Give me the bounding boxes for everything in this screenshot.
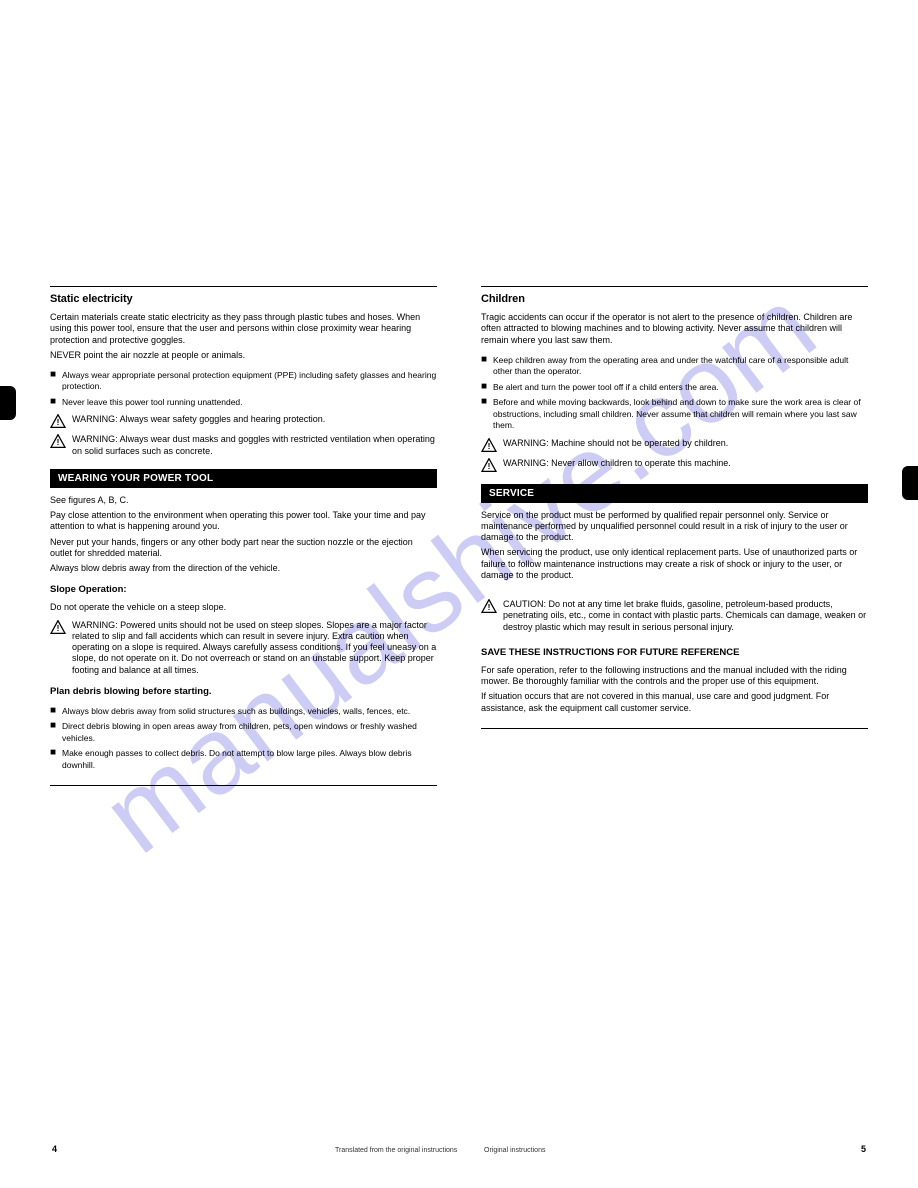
right-top-rule [481, 286, 868, 287]
left-warning-3-text: WARNING: Powered units should not be use… [72, 620, 437, 676]
right-save-body: For safe operation, refer to the followi… [481, 665, 868, 714]
right-service-p1: Service on the product must be performed… [481, 510, 868, 544]
left-origin-note: Translated from the original instruction… [335, 1147, 457, 1154]
left-sub1-body: Do not operate the vehicle on a steep sl… [50, 602, 437, 613]
left-after-bar-2: Pay close attention to the environment w… [50, 510, 437, 533]
two-page-spread: Static electricity Certain materials cre… [0, 0, 918, 832]
right-bottom-rule [481, 728, 868, 729]
left-warning-1-text: WARNING: Always wear safety goggles and … [72, 414, 325, 425]
left-after-bar: See figures A, B, C. Pay close attention… [50, 495, 437, 575]
right-page-number: 5 [861, 1144, 866, 1154]
caution-icon: ! [481, 599, 497, 613]
svg-text:!: ! [57, 438, 60, 447]
left-warning-3: ! WARNING: Powered units should not be u… [50, 620, 437, 676]
right-b2-text: Be alert and turn the power tool off if … [493, 382, 719, 393]
right-caution: ! CAUTION: Do not at any time let brake … [481, 599, 868, 633]
right-save-p1: For safe operation, refer to the followi… [481, 665, 868, 688]
right-warning-1: ! WARNING: Machine should not be operate… [481, 438, 868, 452]
warning-icon: ! [50, 620, 66, 634]
left-after-bar-3: Never put your hands, fingers or any oth… [50, 537, 437, 560]
left-page: Static electricity Certain materials cre… [40, 54, 437, 792]
svg-text:!: ! [488, 461, 491, 470]
left-sub2-b1-text: Always blow debris away from solid struc… [62, 706, 410, 717]
left-warning-1: ! WARNING: Always wear safety goggles an… [50, 414, 437, 428]
right-origin-note: Original instructions [484, 1147, 545, 1154]
left-after-bar-1: See figures A, B, C. [50, 495, 437, 506]
right-heading: Children [481, 293, 868, 305]
left-sub2-bullet-2: ■Direct debris blowing in open areas awa… [50, 721, 437, 744]
left-sub2-bullets: ■Always blow debris away from solid stru… [50, 706, 437, 771]
right-para-1: Tragic accidents can occur if the operat… [481, 312, 868, 346]
left-sub2-b3-text: Make enough passes to collect debris. Do… [62, 748, 437, 771]
left-page-number: 4 [52, 1144, 57, 1154]
right-b1-text: Keep children away from the operating ar… [493, 355, 868, 378]
left-sub2-b2-text: Direct debris blowing in open areas away… [62, 721, 437, 744]
left-sub1-text: Do not operate the vehicle on a steep sl… [50, 602, 437, 613]
left-para-1: Certain materials create static electric… [50, 312, 437, 346]
left-subhead-1: Slope Operation: [50, 584, 437, 595]
right-warning-2-text: WARNING: Never allow children to operate… [503, 458, 731, 469]
right-bullet-3: ■Before and while moving backwards, look… [481, 397, 868, 431]
left-sub2-bullet-3: ■Make enough passes to collect debris. D… [50, 748, 437, 771]
left-intro-body: Certain materials create static electric… [50, 312, 437, 361]
left-bullet-1: ■Always wear appropriate personal protec… [50, 370, 437, 393]
left-bullets: ■Always wear appropriate personal protec… [50, 370, 437, 408]
left-bottom-rule [50, 785, 437, 786]
left-heading: Static electricity [50, 293, 437, 305]
right-page-tab [902, 466, 918, 500]
right-service-body: Service on the product must be performed… [481, 510, 868, 582]
warning-icon: ! [481, 438, 497, 452]
right-warning-1-text: WARNING: Machine should not be operated … [503, 438, 728, 449]
left-para-2: NEVER point the air nozzle at people or … [50, 350, 437, 361]
svg-text:!: ! [57, 418, 60, 427]
right-intro-body: Tragic accidents can occur if the operat… [481, 312, 868, 346]
right-save-p2: If situation occurs that are not covered… [481, 691, 868, 714]
left-bullet-2: ■Never leave this power tool running una… [50, 397, 437, 408]
warning-icon: ! [50, 414, 66, 428]
svg-text:!: ! [488, 441, 491, 450]
right-save-heading: SAVE THESE INSTRUCTIONS FOR FUTURE REFER… [481, 647, 868, 658]
left-warning-2-text: WARNING: Always wear dust masks and gogg… [72, 434, 437, 457]
svg-text:!: ! [488, 603, 491, 612]
left-bullet-1-text: Always wear appropriate personal protect… [62, 370, 437, 393]
right-b3-text: Before and while moving backwards, look … [493, 397, 868, 431]
left-section-bar: WEARING YOUR POWER TOOL [50, 469, 437, 488]
right-page: Children Tragic accidents can occur if t… [481, 54, 878, 792]
left-top-rule [50, 286, 437, 287]
right-bullets: ■Keep children away from the operating a… [481, 355, 868, 432]
right-warning-2: ! WARNING: Never allow children to opera… [481, 458, 868, 472]
left-bullet-2-text: Never leave this power tool running unat… [62, 397, 243, 408]
left-warning-2: ! WARNING: Always wear dust masks and go… [50, 434, 437, 457]
svg-text:!: ! [57, 623, 60, 632]
left-after-bar-4: Always blow debris away from the directi… [50, 563, 437, 574]
right-bullet-1: ■Keep children away from the operating a… [481, 355, 868, 378]
left-sub2-bullet-1: ■Always blow debris away from solid stru… [50, 706, 437, 717]
warning-icon: ! [481, 458, 497, 472]
right-caution-text: CAUTION: Do not at any time let brake fl… [503, 599, 868, 633]
right-section-bar: SERVICE [481, 484, 868, 503]
left-page-tab [0, 386, 16, 420]
right-service-p2: When servicing the product, use only ide… [481, 547, 868, 581]
right-bullet-2: ■Be alert and turn the power tool off if… [481, 382, 868, 393]
left-subhead-2: Plan debris blowing before starting. [50, 686, 437, 697]
warning-icon: ! [50, 434, 66, 448]
